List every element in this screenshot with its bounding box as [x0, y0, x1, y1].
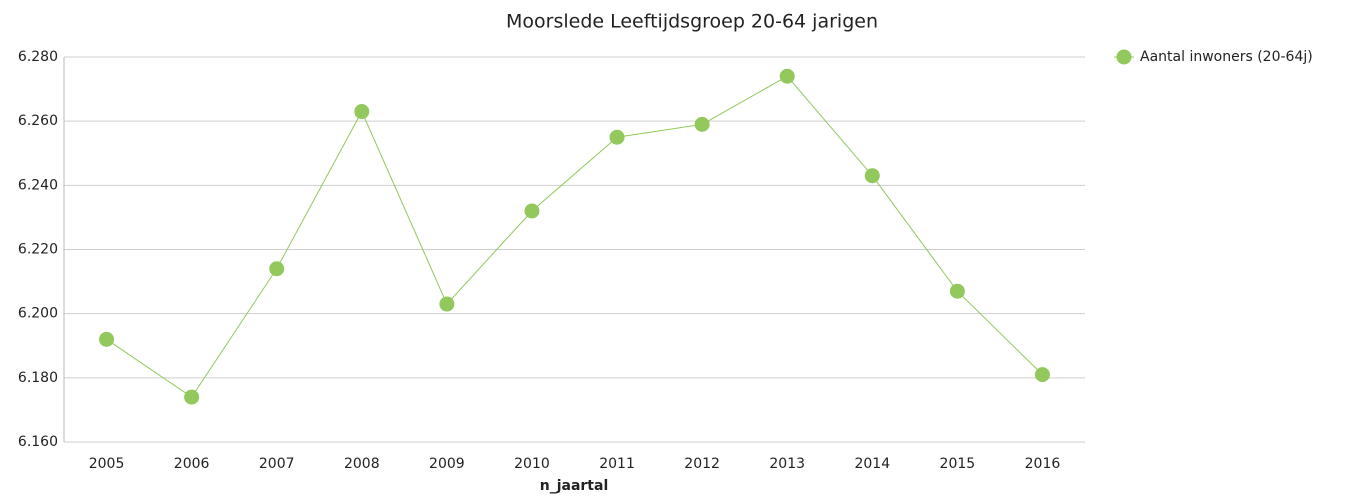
data-point	[99, 331, 115, 347]
x-tick-label: 2005	[89, 456, 125, 472]
x-axis-label: n_jaartal	[540, 478, 609, 494]
legend-marker	[1116, 49, 1132, 65]
y-tick-label: 6.240	[18, 177, 58, 193]
data-point	[524, 203, 540, 219]
x-tick-label: 2013	[769, 456, 805, 472]
data-point	[1034, 367, 1050, 383]
x-tick-label: 2006	[174, 456, 210, 472]
y-tick-label: 6.160	[18, 434, 58, 450]
y-tick-label: 6.220	[18, 242, 58, 258]
x-tick-label: 2016	[1025, 456, 1061, 472]
data-point	[864, 168, 880, 184]
chart-title: Moorslede Leeftijdsgroep 20-64 jarigen	[506, 11, 878, 33]
legend-label: Aantal inwoners (20-64j)	[1140, 49, 1313, 65]
data-point	[609, 129, 625, 145]
x-tick-label: 2009	[429, 456, 465, 472]
data-point	[269, 261, 285, 277]
data-point	[439, 296, 455, 312]
y-tick-label: 6.280	[18, 49, 58, 65]
x-tick-label: 2007	[259, 456, 295, 472]
y-tick-label: 6.180	[18, 370, 58, 386]
x-tick-label: 2011	[599, 456, 635, 472]
y-tick-label: 6.260	[18, 113, 58, 129]
data-point	[694, 116, 710, 132]
data-point	[949, 283, 965, 299]
x-tick-label: 2015	[940, 456, 976, 472]
x-tick-label: 2014	[854, 456, 890, 472]
x-tick-label: 2012	[684, 456, 720, 472]
data-point	[779, 68, 795, 84]
data-point	[184, 389, 200, 405]
data-point	[354, 104, 370, 120]
x-tick-label: 2010	[514, 456, 550, 472]
y-tick-label: 6.200	[18, 306, 58, 322]
series-line	[106, 75, 1043, 398]
x-tick-label: 2008	[344, 456, 380, 472]
